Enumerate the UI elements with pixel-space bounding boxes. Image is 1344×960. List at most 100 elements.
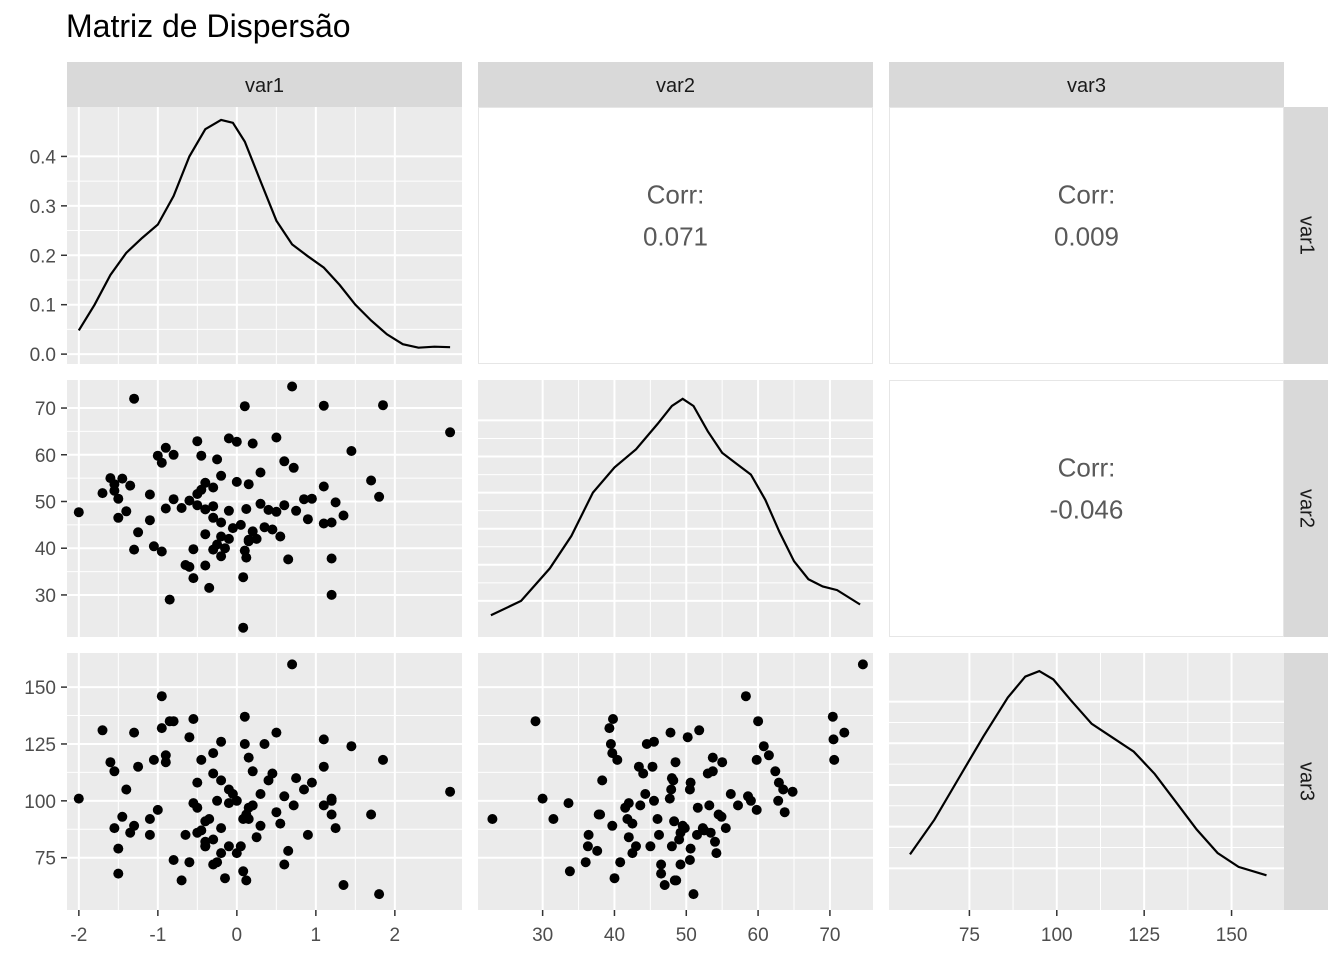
x-tick-label: -1 [149,925,166,946]
point-var3-var1 [247,766,258,777]
point-var2-var1 [184,561,195,572]
corr-value: -0.046 [1050,495,1124,525]
point-var3-var1 [271,807,282,818]
point-var2-var1 [227,523,238,534]
point-var3-var1 [160,757,171,768]
point-var3-var1 [227,789,238,799]
point-var2-var1 [200,529,211,540]
y-tick-label: 60 [35,446,56,467]
point-var3-var1 [378,754,388,765]
point-var2-var1 [366,475,377,486]
point-var2-var1 [208,512,219,523]
point-var3-var2 [675,859,686,870]
point-var3-var2 [702,768,713,779]
point-var2-var1 [144,515,155,526]
point-var3-var2 [770,766,781,777]
strip-right-label-var2: var2 [1296,489,1318,528]
point-var3-var1 [144,814,155,824]
point-var2-var1 [192,436,203,447]
point-var3-var2 [666,773,677,784]
point-var2-var1 [125,480,136,491]
point-var2-var1 [378,400,388,411]
point-var3-var2 [582,841,593,852]
point-var2-var1 [445,427,456,438]
strip-right-label-var1: var1 [1296,216,1318,255]
point-var3-var2 [669,816,680,827]
point-var3-var1 [279,791,290,802]
point-var3-var1 [105,757,116,768]
point-var3-var1 [180,829,191,840]
strip-right-label-var3: var3 [1296,762,1318,801]
strip-top-label-var1: var1 [245,75,284,97]
point-var3-var2 [694,725,705,736]
point-var3-var2 [751,804,762,815]
point-var3-var1 [220,873,230,884]
point-var3-var2 [707,752,718,763]
point-var2-var1 [164,594,175,605]
point-var3-var1 [238,866,249,877]
point-var3-var2 [656,868,667,879]
point-var3-var1 [129,727,140,738]
point-var3-var1 [156,691,167,702]
point-var3-var1 [212,795,223,806]
y-tick-label: 125 [24,735,56,756]
point-var3-var2 [725,789,736,799]
point-var3-var1 [318,734,329,745]
point-var3-var2 [745,795,756,806]
corr-value: 0.071 [643,222,708,252]
point-var2-var1 [176,503,187,513]
point-var3-var2 [564,866,575,877]
point-var2-var1 [168,494,179,505]
point-var3-var2 [659,880,670,890]
x-tick-label: 60 [748,925,769,946]
point-var3-var2 [787,786,798,797]
point-var2-var1 [283,554,294,565]
point-var2-var1 [271,432,282,443]
corr-panel-var1-var3 [889,107,1284,364]
density-curve-var3 [909,669,1267,877]
point-var3-var2 [592,845,603,856]
point-var2-var1 [271,506,282,517]
point-var3-var1 [97,725,108,736]
point-var3-var1 [117,811,128,822]
point-var2-var1 [144,489,155,500]
point-var3-var1 [247,800,258,811]
point-var3-var2 [717,757,728,768]
point-var3-var2 [623,798,634,809]
point-var2-var1 [220,543,230,554]
point-var2-var1 [235,519,246,530]
point-var3-var1 [271,727,282,738]
point-var3-var1 [208,859,219,870]
strip-top-var2 [478,62,873,107]
point-var3-var1 [251,832,262,843]
point-var3-var1 [156,723,167,734]
point-var2-var1 [109,485,120,496]
strip-top-var3 [889,62,1284,107]
point-var3-var1 [148,754,159,765]
point-var2-var1 [208,501,219,512]
point-var3-var1 [366,809,377,820]
point-var2-var1 [243,479,254,490]
point-var3-var1 [255,820,266,831]
point-var2-var1 [196,484,207,495]
point-var2-var1 [299,494,309,505]
point-var2-var1 [216,531,227,542]
point-var3-var2 [674,834,685,845]
point-var2-var1 [129,393,140,404]
point-var3-var1 [338,880,349,890]
point-var3-var1 [283,845,294,856]
point-var2-var1 [318,400,329,411]
point-var3-var2 [608,714,618,724]
point-var3-var1 [216,736,227,747]
strip-top-var1 [67,62,462,107]
point-var3-var2 [664,793,675,804]
point-var3-var2 [622,814,633,824]
point-var2-var1 [346,446,357,456]
point-var3-var2 [758,741,769,752]
point-var3-var1 [196,825,207,836]
point-var3-var2 [593,809,604,820]
point-var3-var2 [640,789,651,799]
point-var2-var1 [291,505,302,516]
point-var2-var1 [113,512,124,523]
point-var3-var1 [279,859,290,870]
